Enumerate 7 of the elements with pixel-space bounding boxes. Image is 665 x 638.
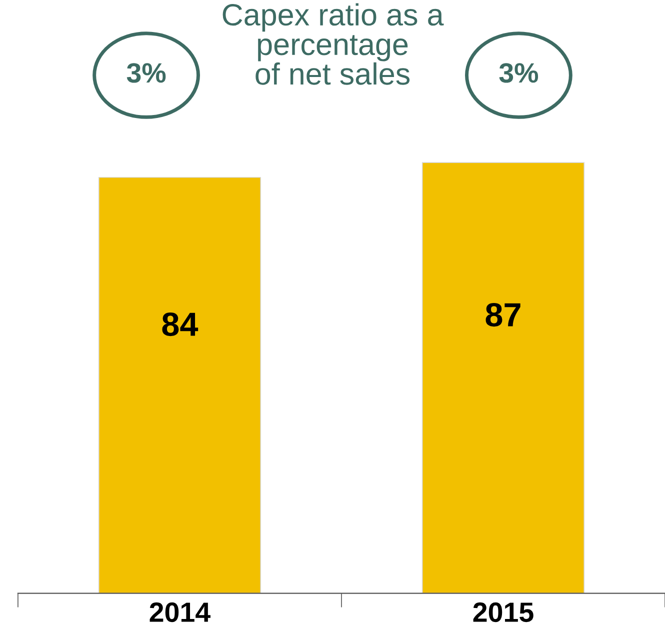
x-tick-label: 2014 xyxy=(150,602,210,622)
data-label: 84 xyxy=(162,312,198,336)
text: 3% xyxy=(499,63,538,83)
data-label: 87 xyxy=(486,302,520,327)
x-tick-label: 2015 xyxy=(473,602,534,622)
chart-title: Capex ratio as a percentage of net sales xyxy=(222,3,444,85)
text: 3% xyxy=(126,63,166,83)
